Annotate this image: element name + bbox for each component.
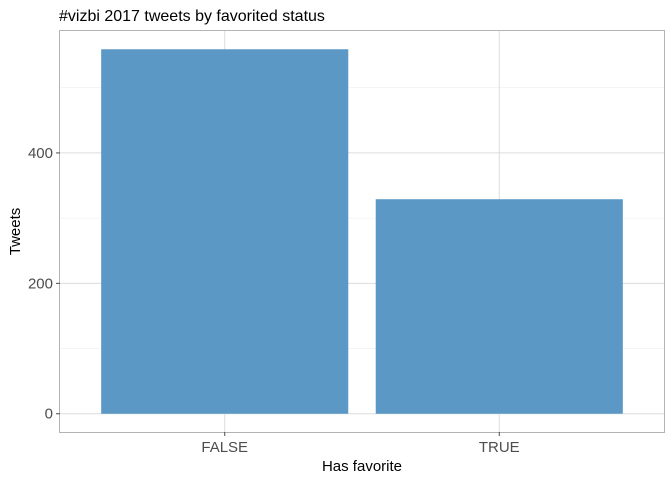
- bar-false: [101, 49, 349, 414]
- chart-title: #vizbi 2017 tweets by favorited status: [59, 8, 325, 25]
- y-axis: 0 200 400: [28, 145, 60, 423]
- plot-panel-border: [59, 30, 665, 433]
- y-tick-label: 200: [28, 275, 53, 292]
- x-axis: FALSE TRUE: [201, 432, 520, 456]
- plot-bars: [101, 49, 623, 414]
- x-tick-label: FALSE: [201, 439, 248, 456]
- x-axis-title: Has favorite: [322, 458, 402, 475]
- y-tick-label: 0: [45, 406, 53, 423]
- y-axis-title: Tweets: [7, 208, 24, 256]
- x-tick-label: TRUE: [479, 439, 520, 456]
- y-tick-label: 400: [28, 145, 53, 162]
- bar-true: [375, 199, 623, 414]
